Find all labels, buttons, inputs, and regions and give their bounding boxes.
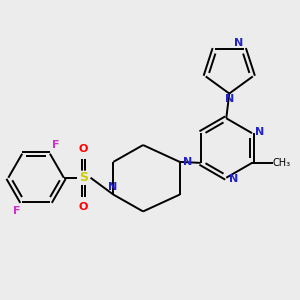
Text: F: F	[52, 140, 59, 150]
Text: N: N	[234, 38, 243, 48]
Text: N: N	[225, 94, 234, 103]
Text: O: O	[79, 144, 88, 154]
Text: N: N	[108, 182, 117, 192]
Text: O: O	[79, 202, 88, 212]
Text: S: S	[79, 171, 88, 184]
Text: CH₃: CH₃	[273, 158, 291, 168]
Text: N: N	[255, 127, 264, 137]
Text: N: N	[229, 174, 239, 184]
Text: N: N	[183, 157, 192, 167]
Text: F: F	[13, 206, 20, 216]
